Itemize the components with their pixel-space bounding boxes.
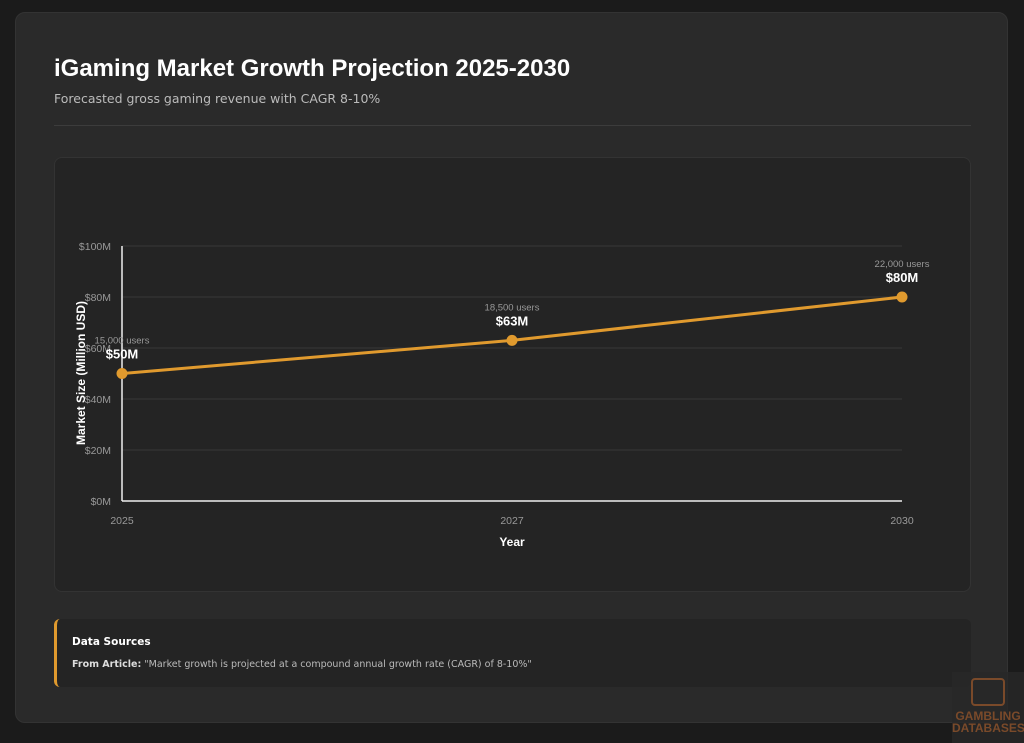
watermark-logo: GAMBLING DATABASES: [952, 672, 1024, 743]
y-tick-label: $40M: [85, 394, 111, 406]
data-point: [116, 368, 128, 379]
source-label: From Article:: [72, 659, 142, 670]
data-label: $50M: [106, 347, 139, 362]
point-annotation: 22,000 users: [875, 259, 930, 270]
x-tick-label: 2025: [110, 515, 134, 527]
monitor-chip-icon: [971, 678, 1005, 706]
data-point: [506, 334, 518, 346]
data-label: $63M: [496, 313, 529, 328]
data-label: $80M: [886, 270, 919, 285]
page-subtitle: Forecasted gross gaming revenue with CAG…: [54, 91, 381, 106]
chart-panel: [54, 157, 971, 592]
point-annotation: 15,000 users: [95, 336, 150, 347]
divider: [54, 125, 971, 126]
source-quote: "Market growth is projected at a compoun…: [144, 659, 532, 670]
x-axis-title: Year: [499, 535, 525, 549]
data-point: [896, 291, 908, 303]
y-tick-label: $0M: [91, 496, 111, 508]
main-card: iGaming Market Growth Projection 2025-20…: [15, 12, 1008, 723]
data-sources-heading: Data Sources: [72, 636, 151, 648]
y-tick-label: $80M: [85, 292, 111, 304]
y-tick-label: $60M: [85, 343, 111, 355]
y-tick-label: $100M: [79, 241, 111, 253]
data-sources-box: Data Sources From Article: "Market growt…: [54, 619, 971, 687]
y-axis-title: Market Size (Million USD): [74, 301, 88, 445]
x-tick-label: 2030: [890, 515, 914, 527]
y-tick-label: $20M: [85, 445, 111, 457]
x-tick-label: 2027: [500, 515, 524, 527]
data-sources-text: From Article: "Market growth is projecte…: [72, 659, 532, 670]
page-title: iGaming Market Growth Projection 2025-20…: [54, 55, 571, 82]
point-annotation: 18,500 users: [485, 302, 540, 313]
